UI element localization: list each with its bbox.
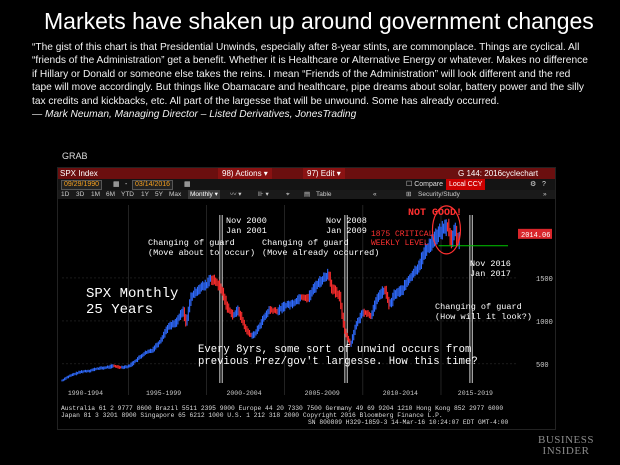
footer-line-2: Japan 81 3 3201 8900 Singapore 65 6212 1… — [61, 412, 443, 419]
start-date-field[interactable]: 09/29/1990 — [61, 180, 103, 190]
ticker-label[interactable]: SPX Index — [60, 169, 98, 178]
chart-title: SPX Monthly 25 Years — [86, 286, 178, 318]
x-tick-label: 2015-2019 — [458, 390, 493, 397]
study-icon[interactable]: ⊞ — [406, 191, 412, 198]
end-date-field[interactable]: 03/14/2016 — [132, 180, 174, 190]
dash-label: - — [125, 181, 128, 188]
period-1y[interactable]: 1Y — [141, 191, 149, 198]
annotation-guard-1: Changing of guard (Move about to occur) — [148, 238, 255, 258]
period-6m[interactable]: 6M — [106, 191, 116, 198]
line-type-icon[interactable]: 〰 ▾ — [230, 191, 242, 198]
edit-menu[interactable]: 97) Edit ▾ — [303, 168, 345, 179]
actions-menu[interactable]: 98) Actions ▾ — [218, 168, 272, 179]
footer-line-3: SN 800809 H329-1859-3 14-Mar-16 10:24:07… — [308, 419, 509, 426]
footer-line-1: Australia 61 2 9777 8600 Brazil 5511 239… — [61, 405, 504, 412]
annotation-not-good: NOT GOOD! — [408, 208, 462, 219]
publisher-line-2: INSIDER — [542, 445, 590, 457]
period-3d[interactable]: 3D — [76, 191, 85, 198]
y-tick-label: 1500 — [536, 276, 553, 284]
quote-attribution: — Mark Neuman, Managing Director – Liste… — [32, 109, 357, 121]
x-tick-label: 2000-2004 — [227, 390, 262, 397]
quote-body: “The gist of this chart is that Presiden… — [32, 42, 588, 107]
help-icon[interactable]: ? — [542, 181, 546, 188]
period-max[interactable]: Max — [169, 191, 182, 198]
calendar-icon[interactable]: ▦ — [184, 181, 191, 188]
x-tick-label: 1990-1994 — [68, 390, 103, 397]
compare-checkbox[interactable]: ☐ Compare — [406, 181, 444, 188]
frequency-select[interactable]: Monthly ▾ — [188, 190, 220, 199]
annotation-guard-3: Changing of guard (How will it look?) — [435, 302, 532, 322]
page-title: Markets have shaken up around government… — [44, 8, 594, 34]
terminal-date-bar: 09/29/1990 ▦ - 03/14/2016 ▦ ☐ Compare Lo… — [58, 179, 555, 190]
terminal-footer: Australia 61 2 9777 8600 Brazil 5511 239… — [58, 404, 555, 429]
spx-chart: 500 1000 1500 2014.06 1990-1994 1995-1999 200… — [58, 199, 555, 404]
not-good-circle — [431, 205, 462, 255]
last-price-tag — [518, 228, 552, 239]
period-1m[interactable]: 1M — [91, 191, 101, 198]
x-tick-label: 2005-2009 — [305, 390, 340, 397]
annotation-nov-2016: Nov 2016 Jan 2017 — [470, 259, 511, 279]
settings-icon[interactable]: ⚙ — [530, 181, 537, 188]
bloomberg-screenshot: SPX Index 98) Actions ▾ 97) Edit ▾ G 144… — [57, 167, 556, 430]
security-study-button[interactable]: Security/Study — [418, 191, 460, 198]
annotation-nov-2008: Nov 2008 Jan 2009 — [326, 216, 367, 236]
table-button[interactable]: Table — [316, 191, 332, 198]
last-price-label: 2014.06 — [521, 232, 550, 240]
y-tick-label: 1000 — [536, 319, 553, 327]
annotation-nov-2000: Nov 2000 Jan 2001 — [226, 216, 267, 236]
x-tick-label: 1995-1999 — [146, 390, 181, 397]
bar-type-icon[interactable]: ⊪ ▾ — [258, 191, 269, 198]
period-1d[interactable]: 1D — [61, 191, 70, 198]
grab-label: GRAB — [62, 151, 88, 161]
annotation-unwind: Every 8yrs, some sort of unwind occurs f… — [198, 344, 478, 368]
terminal-toolbar: SPX Index 98) Actions ▾ 97) Edit ▾ G 144… — [58, 168, 555, 179]
period-5y[interactable]: 5Y — [155, 191, 163, 198]
table-icon[interactable]: ▤ — [304, 191, 311, 198]
period-ytd[interactable]: YTD — [121, 191, 134, 198]
zoom-icon[interactable]: ⌖ — [286, 191, 290, 198]
annotation-guard-2: Changing of guard (Move already occurred) — [262, 238, 379, 258]
calendar-icon[interactable]: ▦ — [113, 181, 120, 188]
scroll-left-icon[interactable]: « — [373, 191, 377, 198]
x-tick-label: 2010-2014 — [383, 390, 418, 397]
scroll-right-icon[interactable]: » — [543, 191, 547, 198]
annotation-critical-level: 1875 CRITICAL WEEKLY LEVEL — [371, 230, 434, 248]
currency-select[interactable]: Local CCY — [446, 179, 486, 190]
page-code: G 144: 2016cyclechart — [458, 169, 539, 178]
terminal-period-bar: 1D 3D 1M 6M YTD 1Y 5Y Max Monthly ▾ 〰 ▾ … — [58, 190, 555, 199]
quote-text: “The gist of this chart is that Presiden… — [32, 41, 592, 121]
y-tick-label: 500 — [536, 362, 549, 370]
publisher-line-1: BUSINESS — [538, 434, 594, 446]
publisher-logo: BUSINESS INSIDER — [526, 435, 606, 457]
